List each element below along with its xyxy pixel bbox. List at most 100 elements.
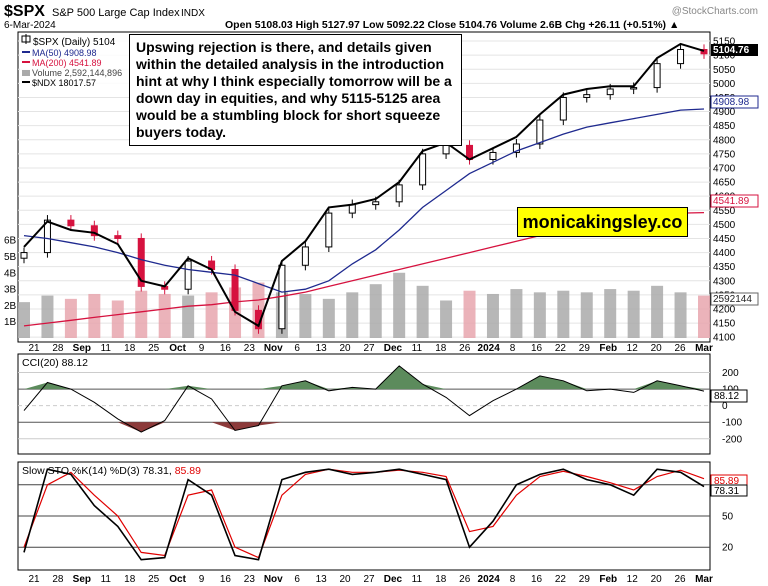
sto-title: Slow STO %K(14) %D(3) 78.31, 85.89	[22, 465, 201, 477]
cci-positive-fill	[24, 365, 704, 390]
volume-axis: 6B 5B 4B 3B 2B 1B	[4, 236, 17, 329]
cci-tick-label: -100	[722, 418, 742, 429]
x-tick-label-top: Feb	[599, 343, 617, 354]
x-tick-label-top: 16	[220, 343, 232, 354]
brand-watermark: monicakingsley.co	[517, 207, 688, 237]
candle-body	[559, 96, 567, 121]
x-tick-label-top: 11	[412, 343, 423, 354]
volume-bar	[41, 295, 54, 338]
tag-ma200: 4541.89	[713, 196, 750, 207]
x-tick-label-bottom: 6	[294, 574, 300, 585]
volume-bar	[88, 293, 101, 338]
price-tick-label: 5050	[713, 65, 736, 76]
x-tick-label-top: 27	[363, 343, 375, 354]
sto-title-main: Slow STO %K(14) %D(3) 78.31,	[22, 465, 172, 477]
price-tick-label: 4450	[713, 234, 736, 245]
candle-body	[372, 201, 380, 206]
x-tick-label-bottom: 20	[340, 574, 352, 585]
candle-body	[442, 144, 450, 155]
price-tick-label: 4700	[713, 163, 736, 174]
price-tick-label: 4150	[713, 319, 736, 330]
volume-bar	[111, 300, 124, 338]
x-tick-label-bottom: 9	[199, 574, 205, 585]
legend-volume: Volume 2,592,144,896	[32, 68, 122, 78]
candle-body	[536, 119, 544, 145]
volume-bar	[674, 292, 687, 338]
cci-tag: 88.12	[714, 391, 739, 402]
x-tick-label-bottom: Dec	[384, 574, 403, 585]
sto-d-line	[23, 468, 705, 559]
x-tick-label-bottom: 26	[459, 574, 471, 585]
price-tick-label: 4300	[713, 276, 736, 287]
volume-bar	[486, 293, 499, 338]
volume-bar	[533, 292, 546, 338]
volume-bar	[135, 290, 148, 338]
x-tick-label-top: 13	[316, 343, 328, 354]
x-tick-label-top: 11	[101, 343, 112, 354]
candle-body	[653, 63, 661, 89]
x-tick-label-bottom: Oct	[169, 574, 186, 585]
price-tick-label: 4350	[713, 262, 736, 273]
x-tick-label-bottom: 29	[579, 574, 591, 585]
x-tick-label-bottom: Nov	[264, 574, 283, 585]
x-tick-label-bottom: 20	[651, 574, 663, 585]
candle-body	[489, 151, 497, 161]
volume-bar	[18, 302, 30, 338]
price-tick-label: 5000	[713, 79, 736, 90]
x-tick-label-bottom: 22	[555, 574, 567, 585]
price-tick-label: 4750	[713, 149, 736, 160]
ma50-line	[23, 108, 705, 293]
x-tick-label-bottom: 23	[244, 574, 256, 585]
cci-pane	[17, 353, 711, 455]
price-tick-label: 4800	[713, 135, 736, 146]
candle-body	[677, 49, 685, 65]
x-tick-label-bottom: 25	[148, 574, 160, 585]
legend-ndx: $NDX 18017.57	[32, 78, 96, 88]
legend-ma200: MA(200) 4541.89	[32, 58, 102, 68]
x-tick-label-bottom: 11	[412, 574, 423, 585]
x-tick-label-top: Oct	[169, 343, 186, 354]
price-tick-label: 5150	[713, 37, 736, 48]
volume-bar	[651, 285, 664, 338]
volume-tick-label: 2B	[4, 301, 17, 312]
cci-axis: 2001000-100-200	[722, 368, 742, 445]
x-tick-label-top: 18	[124, 343, 136, 354]
x-tick-label-top: 9	[199, 343, 205, 354]
candle-body	[20, 252, 28, 259]
sto-tag-d: 85.89	[714, 476, 739, 487]
chart-legend: $SPX (Daily) 5104 MA(50) 4908.98 MA(200)…	[20, 33, 130, 91]
volume-bar	[182, 295, 195, 338]
candle-body	[137, 237, 145, 287]
x-tick-label-top: 22	[555, 343, 567, 354]
x-tick-label-bottom: 8	[510, 574, 516, 585]
volume-tick-label: 5B	[4, 252, 17, 263]
x-tick-label-top: 2024	[478, 343, 501, 354]
price-tick-label: 4900	[713, 107, 736, 118]
price-tick-label: 4650	[713, 178, 736, 189]
header-exchange: INDX	[181, 8, 205, 19]
header-source: @StockCharts.com	[672, 6, 758, 17]
candle-body	[395, 184, 403, 203]
x-tick-label-bottom: 27	[363, 574, 375, 585]
x-tick-label-bottom: 21	[28, 574, 40, 585]
x-tick-label-bottom: Mar	[695, 574, 713, 585]
price-tick-label: 4500	[713, 220, 736, 231]
x-tick-label-top: Dec	[384, 343, 403, 354]
x-tick-label-bottom: Sep	[73, 574, 91, 585]
volume-tick-label: 3B	[4, 285, 17, 296]
volume-bar	[369, 284, 382, 338]
price-tags: 5104.76 4908.98 4541.89 2592144	[710, 44, 759, 306]
volume-bar	[299, 293, 312, 338]
x-tick-label-bottom: 26	[675, 574, 687, 585]
header-name: S&P 500 Large Cap Index	[52, 7, 180, 19]
volume-bar	[158, 293, 171, 338]
x-tick-label-bottom: 13	[316, 574, 328, 585]
x-tick-label-top: 12	[627, 343, 639, 354]
x-tick-label-top: Nov	[264, 343, 283, 354]
candle-body	[114, 235, 122, 239]
x-tick-label-top: 18	[435, 343, 447, 354]
candle-body	[325, 212, 333, 248]
price-tick-label: 4100	[713, 333, 736, 344]
cci-line	[23, 365, 705, 433]
price-tick-label: 4400	[713, 248, 736, 259]
